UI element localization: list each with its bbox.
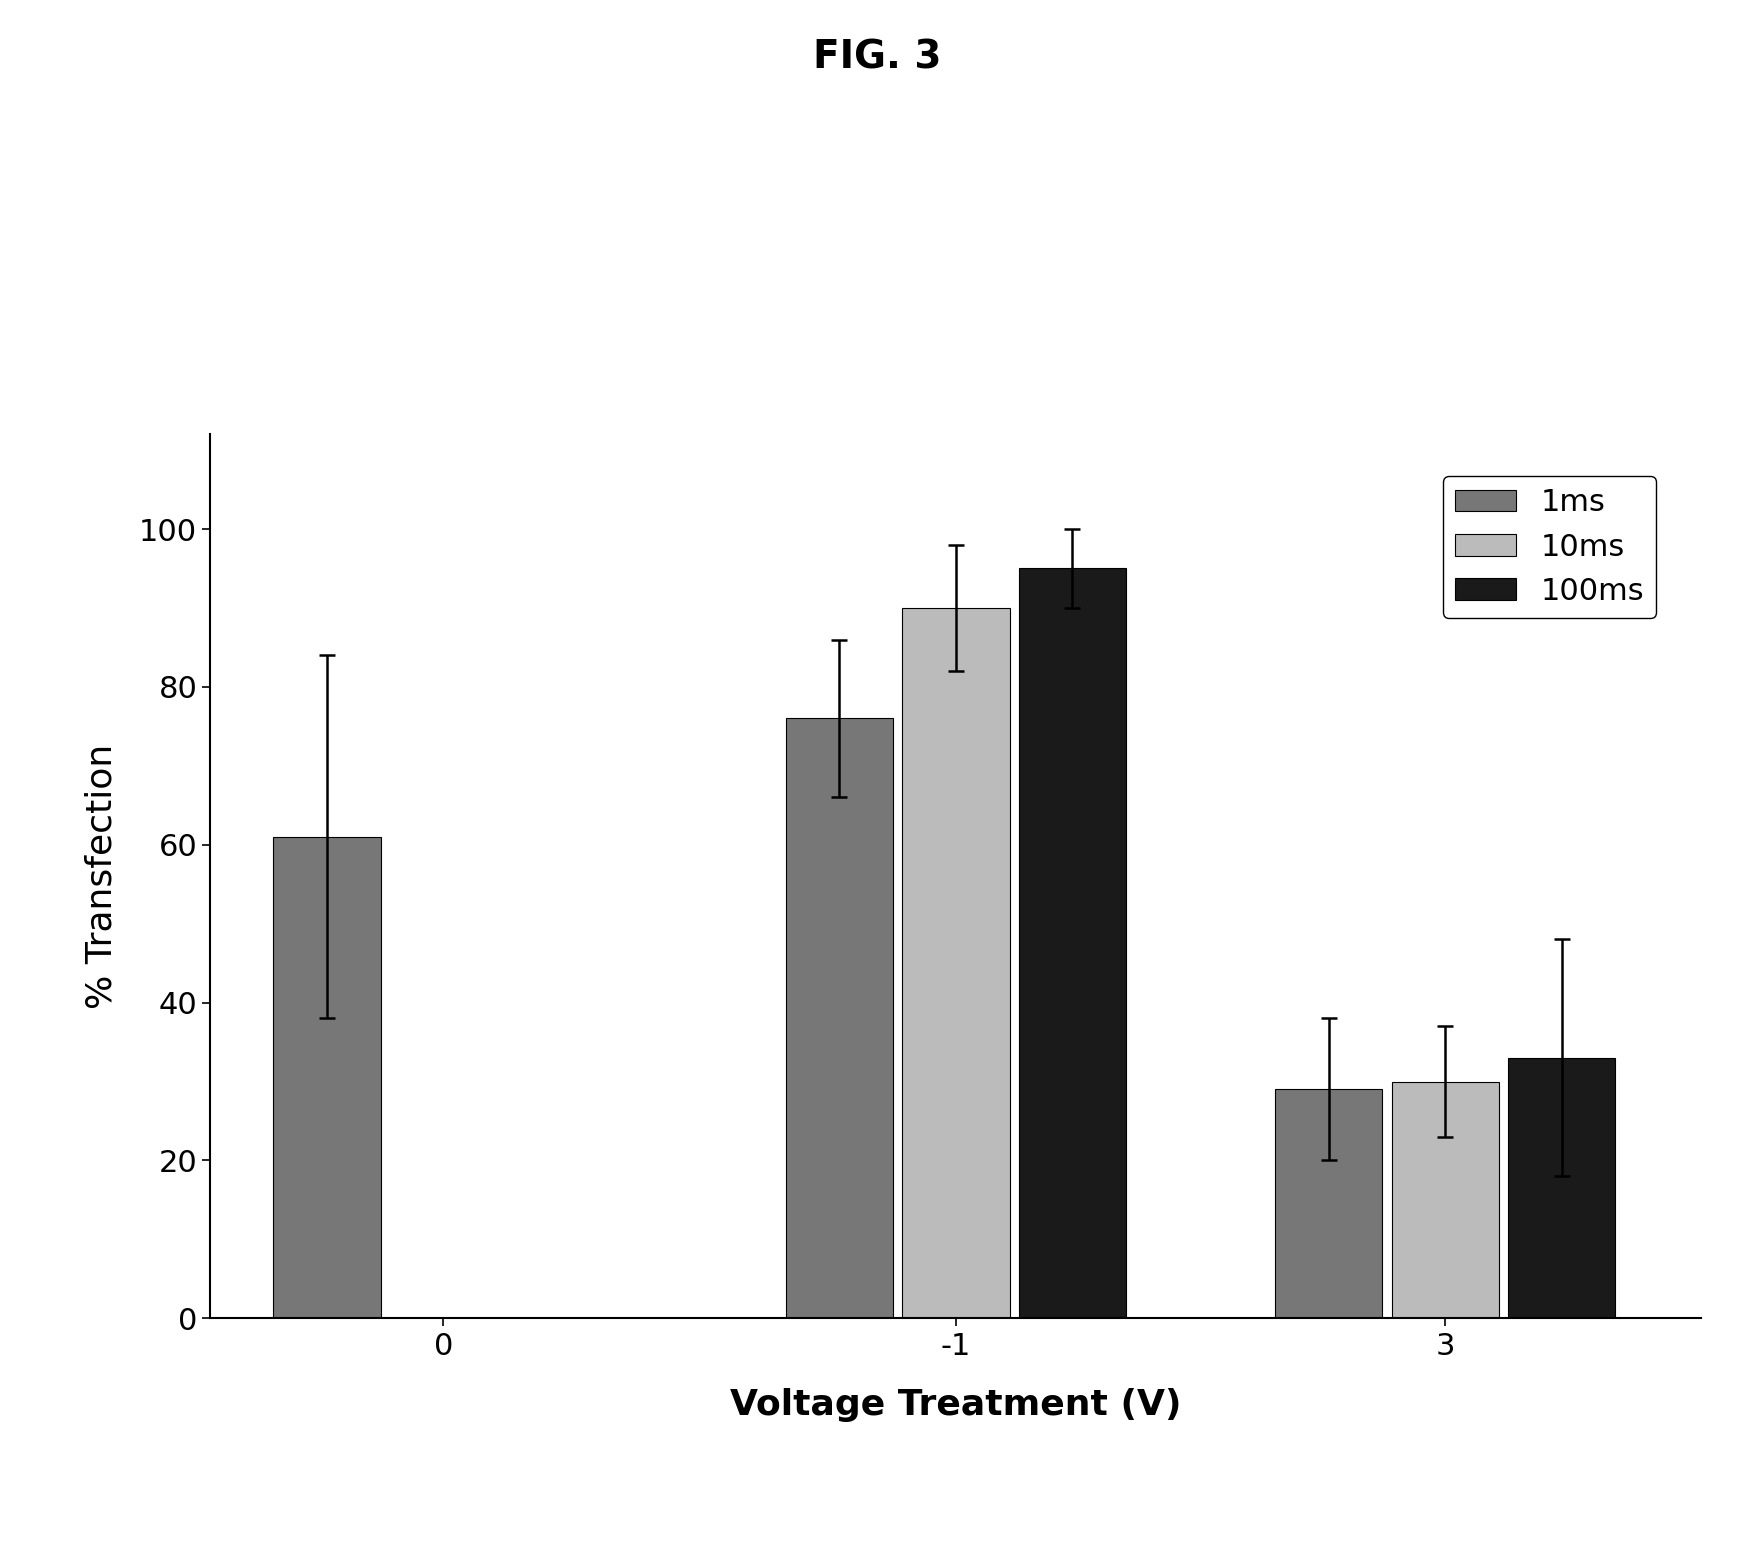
Bar	[274, 838, 381, 1318]
Y-axis label: % Transfection: % Transfection	[84, 743, 118, 1010]
Bar	[1275, 1089, 1382, 1318]
Text: FIG. 3: FIG. 3	[812, 39, 942, 78]
Legend: 1ms, 10ms, 100ms: 1ms, 10ms, 100ms	[1442, 476, 1656, 619]
Bar	[1391, 1081, 1498, 1318]
Bar	[1019, 569, 1126, 1318]
Bar	[902, 608, 1010, 1318]
Bar	[1508, 1058, 1615, 1318]
Bar	[786, 718, 893, 1318]
X-axis label: Voltage Treatment (V): Voltage Treatment (V)	[730, 1388, 1182, 1422]
